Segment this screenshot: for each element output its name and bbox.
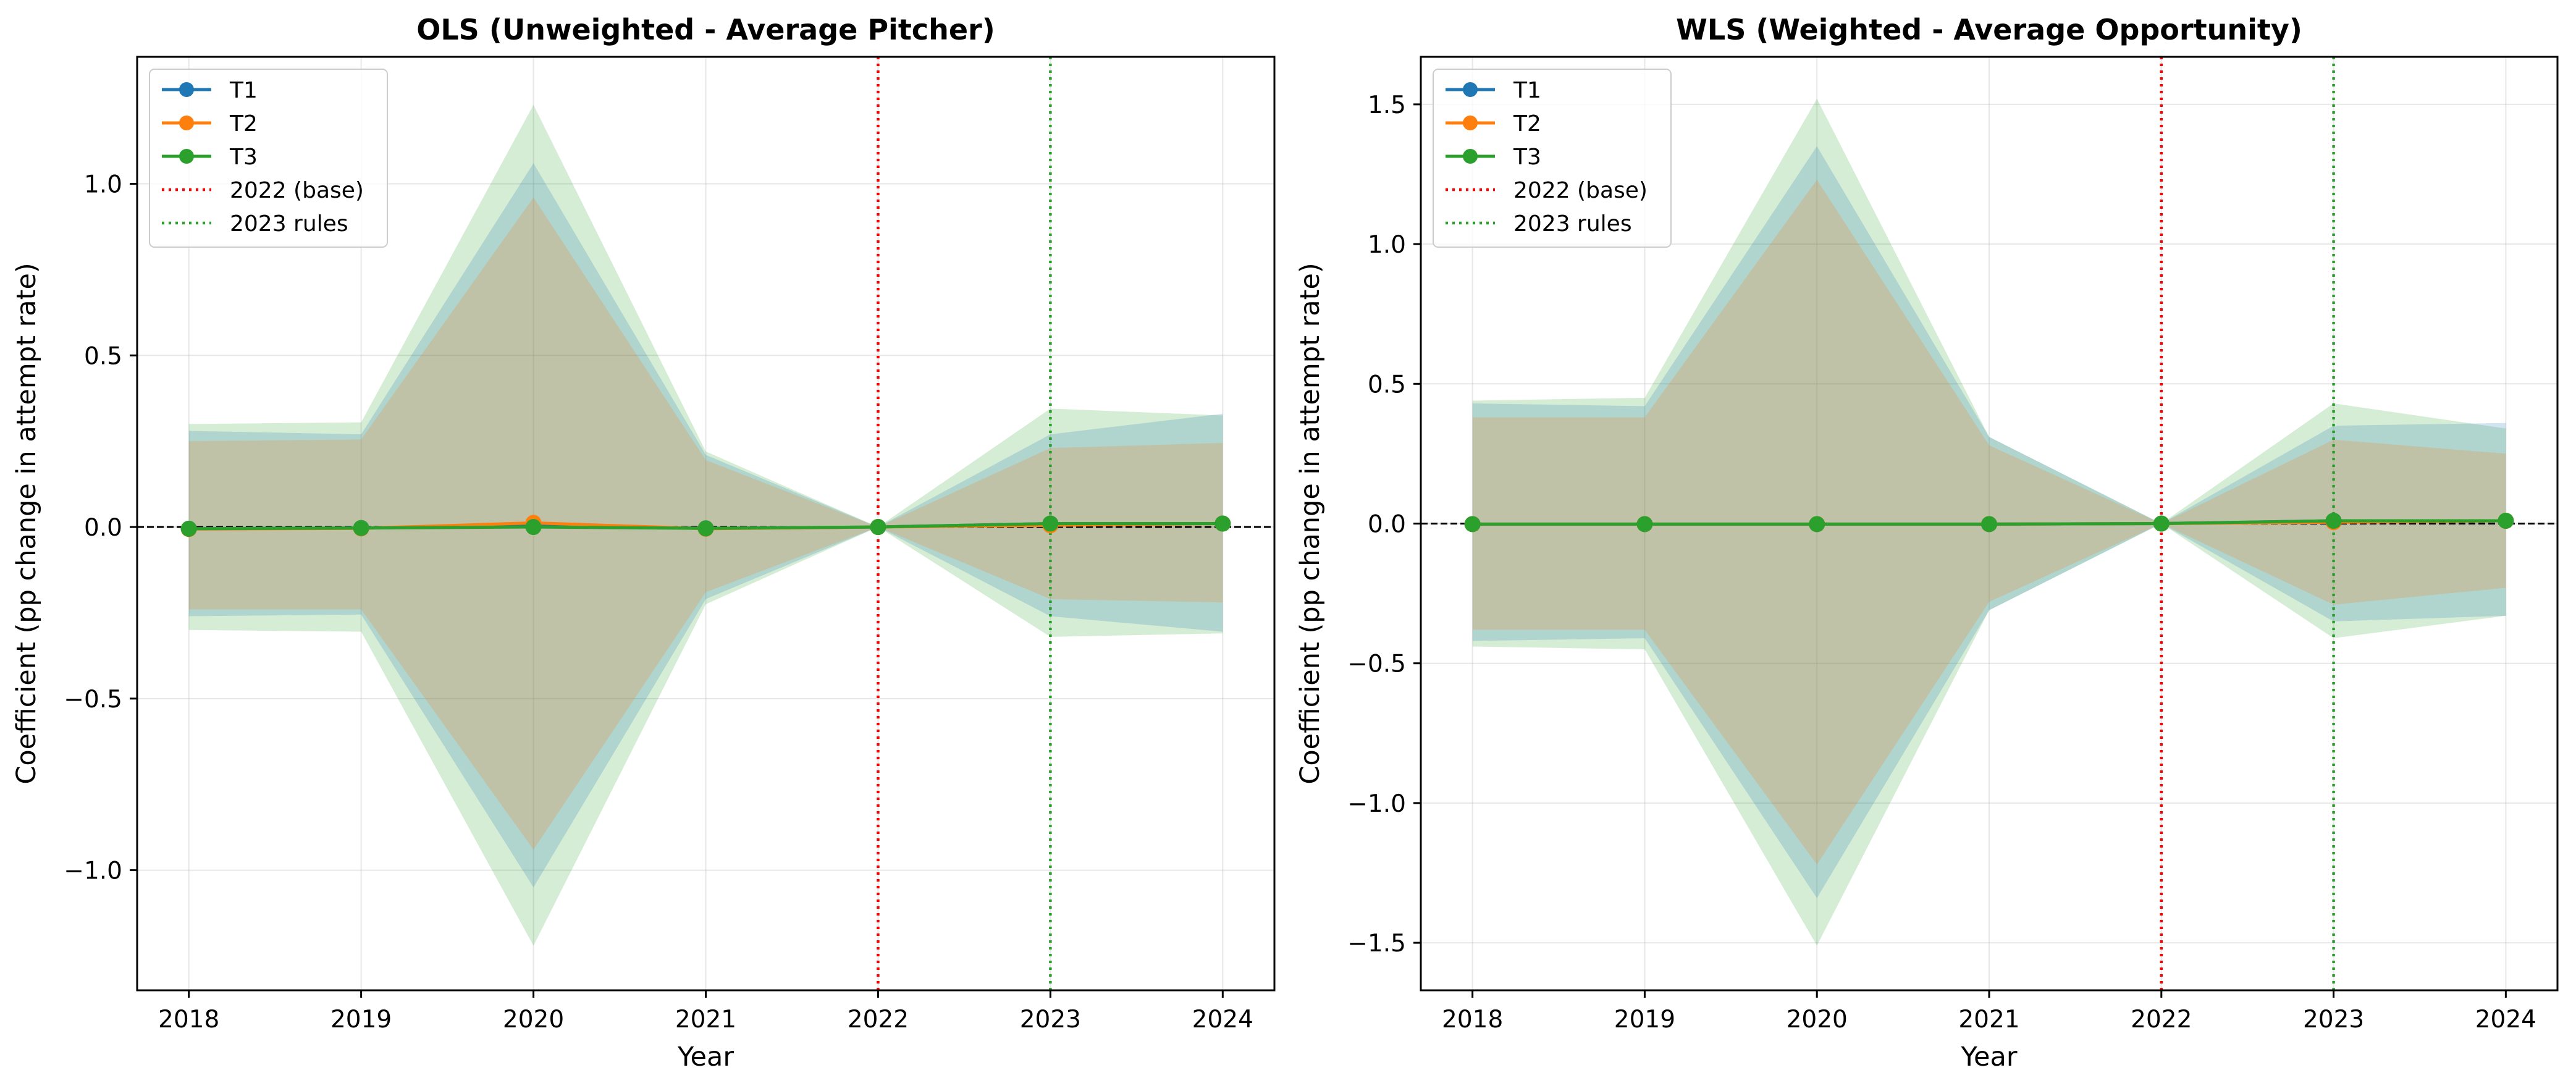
- x-tick-label: 2024: [2475, 1006, 2536, 1034]
- legend-label: T1: [1513, 78, 1541, 103]
- legend: T1 T2 T3 2022 (base) 2023 rules: [149, 69, 388, 248]
- y-axis-label: Coefficient (pp change in attempt rate): [1295, 263, 1326, 784]
- legend-label: T1: [229, 78, 258, 103]
- chart-title: WLS (Weighted - Average Opportunity): [1676, 13, 2302, 46]
- x-axis-label: Year: [1960, 1042, 2017, 1072]
- y-tick-label: 0.0: [1368, 511, 1406, 539]
- legend-label: 2023 rules: [230, 211, 348, 237]
- y-tick-label: 1.0: [84, 171, 122, 199]
- y-axis-label: Coefficient (pp change in attempt rate): [11, 263, 42, 784]
- legend-label: T3: [229, 145, 258, 170]
- y-tick-label: −1.0: [1347, 790, 1406, 818]
- y-tick-label: 0.5: [84, 342, 122, 370]
- y-tick-label: 1.5: [1368, 91, 1406, 119]
- x-tick-label: 2023: [1020, 1006, 1081, 1034]
- data-point-t3: [2325, 512, 2342, 529]
- x-tick-label: 2019: [1614, 1006, 1675, 1034]
- x-tick-label: 2018: [1442, 1006, 1503, 1034]
- y-tick-label: 0.0: [84, 514, 122, 542]
- legend-swatch-marker: [179, 82, 194, 97]
- legend-box: [149, 69, 388, 248]
- legend-label: T2: [1513, 111, 1541, 137]
- y-tick-label: −1.5: [1347, 930, 1406, 958]
- data-point-t3: [1809, 516, 1825, 533]
- data-point-t3: [180, 520, 197, 537]
- data-point-t3: [1636, 516, 1653, 533]
- x-tick-label: 2021: [675, 1006, 736, 1034]
- legend-swatch-marker: [1463, 116, 1478, 130]
- chart-panel-2: 2018 2019 2020 2021 2022 2023 2024 −1.5 −1.0 −0.5…: [1295, 13, 2559, 1072]
- x-tick-label: 2022: [2131, 1006, 2192, 1034]
- data-point-t3: [1214, 515, 1231, 532]
- legend-label: 2022 (base): [1513, 178, 1648, 203]
- data-point-t3: [1464, 516, 1481, 533]
- legend-swatch-marker: [179, 149, 194, 164]
- x-tick-label: 2022: [848, 1006, 909, 1034]
- x-tick-label: 2020: [1787, 1006, 1848, 1034]
- y-tick-label: 0.5: [1368, 371, 1406, 398]
- data-point-t3: [1981, 516, 1997, 533]
- data-point-t3: [2153, 515, 2170, 532]
- data-point-t3: [697, 520, 714, 537]
- y-tick-label: −0.5: [64, 686, 122, 714]
- x-tick-label: 2020: [503, 1006, 564, 1034]
- x-tick-label: 2023: [2303, 1006, 2364, 1034]
- legend-box: [1433, 69, 1672, 248]
- legend-swatch-marker: [1463, 82, 1478, 97]
- legend-label: 2023 rules: [1513, 211, 1632, 237]
- x-tick-label: 2021: [1958, 1006, 2019, 1034]
- x-axis-label: Year: [677, 1042, 734, 1072]
- y-tick-label: −1.0: [64, 857, 122, 885]
- x-tick-label: 2018: [158, 1006, 219, 1034]
- x-tick-label: 2019: [330, 1006, 392, 1034]
- legend-swatch-marker: [179, 116, 194, 130]
- y-tick-label: −0.5: [1347, 651, 1406, 678]
- x-tick-label: 2024: [1192, 1006, 1253, 1034]
- legend-label: T2: [229, 111, 258, 137]
- y-tick-label: 1.0: [1368, 231, 1406, 259]
- legend-label: 2022 (base): [230, 178, 364, 203]
- chart-panel-1: 2018 2019 2020 2021 2022 2023 2024 −1.0 −0.5 0.0 0…: [11, 13, 1276, 1072]
- data-point-t3: [2498, 512, 2514, 529]
- legend-swatch-marker: [1463, 149, 1478, 164]
- data-point-t3: [353, 520, 369, 536]
- data-point-t3: [870, 519, 886, 536]
- data-point-t3: [1042, 515, 1059, 532]
- legend-label: T3: [1513, 145, 1541, 170]
- data-point-t3: [525, 519, 542, 536]
- chart-title: OLS (Unweighted - Average Pitcher): [416, 13, 995, 46]
- legend: T1 T2 T3 2022 (base) 2023 rules: [1433, 69, 1672, 248]
